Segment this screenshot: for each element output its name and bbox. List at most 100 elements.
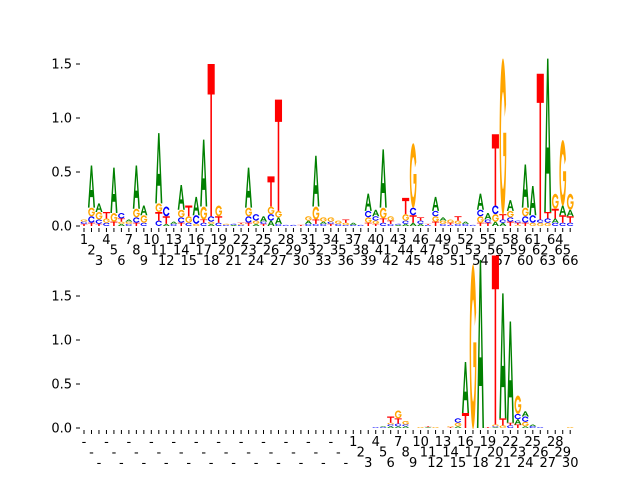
logo-letter-C [267, 214, 275, 221]
logo-letter-A [230, 224, 238, 226]
logo-letter-T [491, 134, 499, 206]
logo-column [387, 416, 395, 428]
x-tick-label: 29 [554, 446, 571, 461]
logo-letter-G [536, 222, 544, 227]
logo-column [259, 216, 268, 226]
logo-letter-G [334, 220, 342, 224]
logo-column [372, 427, 379, 428]
logo-column [521, 411, 529, 428]
logo-letter-T [417, 217, 425, 221]
x-tick-label: 15 [180, 254, 197, 269]
logo-letter-T [185, 205, 193, 217]
x-tick-label: 3 [95, 254, 103, 269]
x-tick-label: 23 [510, 446, 527, 461]
x-tick-label: - [343, 456, 348, 471]
x-tick-label: 58 [502, 233, 519, 248]
x-tick-label: - [306, 435, 311, 450]
x-tick-label: 18 [472, 456, 489, 471]
logo-letter-C [402, 220, 409, 224]
logo-letter-C [118, 213, 125, 219]
logo-letter-C [454, 418, 462, 423]
x-tick-label: 64 [547, 233, 564, 248]
x-tick-label: - [209, 456, 214, 471]
x-tick-label: 25 [525, 435, 542, 450]
x-tick-label: 2 [357, 446, 365, 461]
logo-letter-A [87, 165, 96, 208]
logo-letter-T [312, 219, 320, 224]
logo-letter-A [387, 426, 395, 428]
logo-column [80, 219, 88, 226]
y-tick-label: 0.0 [51, 220, 72, 235]
x-tick-label: - [216, 435, 221, 450]
logo-letter-G [499, 425, 507, 429]
logo-letter-G [521, 207, 529, 217]
logo-column [342, 219, 350, 226]
x-tick-label: 22 [233, 233, 250, 248]
logo-column [491, 255, 499, 428]
logo-letter-C [230, 223, 237, 225]
logo-column [484, 213, 492, 226]
logo-letter-T [364, 222, 372, 226]
logo-letter-G [237, 223, 245, 225]
logo-letter-A [312, 155, 320, 207]
x-tick-label: 11 [420, 446, 437, 461]
x-tick-label: 9 [140, 254, 148, 269]
logo-letter-A [267, 220, 275, 226]
logo-column [529, 424, 537, 428]
logo-letter-T [506, 221, 514, 226]
x-tick-label: 4 [102, 233, 110, 248]
logo-column [387, 216, 395, 226]
logo-column [117, 213, 125, 226]
logo-letter-T [215, 216, 223, 223]
logo-letter-T [267, 176, 275, 207]
logo-letter-C [222, 224, 230, 226]
logo-letter-C [133, 217, 140, 223]
logo-letter-A [274, 217, 283, 224]
logo-column [506, 200, 514, 226]
logo-column [319, 217, 327, 226]
bottom-logo-panel: 0.00.51.01.5----------------------------… [51, 255, 578, 471]
logo-column [297, 224, 305, 226]
logo-letter-C [103, 222, 110, 226]
logo-column [252, 214, 260, 226]
logo-column [544, 58, 552, 227]
x-tick-label: - [149, 435, 154, 450]
logo-letter-C [536, 427, 544, 428]
logo-letter-T [536, 73, 544, 220]
logo-letter-G [95, 212, 103, 220]
x-tick-label: 17 [195, 244, 212, 259]
logo-letter-C [252, 214, 260, 221]
x-tick-label: - [254, 456, 259, 471]
logo-column [304, 216, 312, 226]
x-tick-label: 39 [360, 254, 377, 269]
logo-letter-T [132, 222, 140, 226]
logo-letter-T [387, 416, 395, 423]
x-tick-label: 16 [457, 435, 474, 450]
logo-letter-C [447, 224, 454, 226]
logo-letter-G [327, 217, 335, 222]
logo-column [506, 321, 514, 428]
x-tick-label: 48 [427, 254, 444, 269]
logo-column [432, 196, 440, 226]
logo-column [222, 223, 230, 226]
logo-letter-A [461, 221, 470, 224]
x-tick-label: - [82, 435, 87, 450]
logo-letter-C [357, 224, 364, 226]
logo-letter-G [559, 139, 567, 206]
x-tick-label: - [141, 456, 146, 471]
x-tick-label: 53 [465, 244, 482, 259]
x-tick-label: - [269, 446, 274, 461]
logo-letter-G [275, 210, 282, 218]
logo-column [446, 426, 455, 428]
logo-letter-A [476, 259, 484, 428]
x-tick-label: 46 [412, 233, 429, 248]
logo-letter-T [499, 214, 507, 220]
logo-letter-T [200, 219, 208, 223]
y-tick-label: 0.5 [51, 378, 72, 393]
logo-letter-A [379, 149, 387, 208]
x-tick-label: 8 [401, 446, 409, 461]
logo-letter-T [155, 211, 163, 221]
x-tick-label: - [156, 446, 161, 461]
logo-letter-C [536, 219, 544, 223]
logo-column [566, 427, 574, 429]
